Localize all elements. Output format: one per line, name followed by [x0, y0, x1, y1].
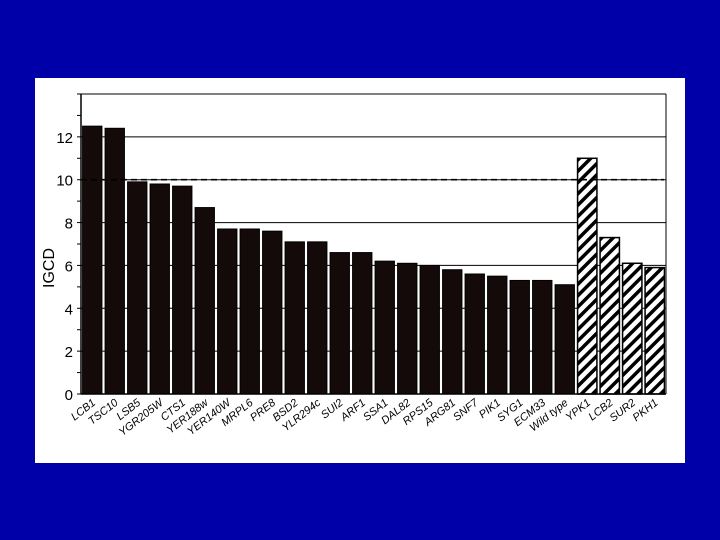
bar-pre8: [262, 230, 283, 395]
bar-bsd2: [284, 241, 305, 395]
y-tick-label: 12: [56, 130, 73, 147]
x-tick-label: PKH1: [631, 397, 661, 424]
chart-svg: 024681012LCB1TSC10LSB5YGR205WCTS1YER188w…: [41, 93, 667, 439]
axes: [77, 93, 667, 395]
bar-ecm33: [532, 279, 553, 395]
y-tick-label: 4: [65, 301, 73, 318]
bar-tsc10: [104, 127, 125, 395]
bar-lsb5: [127, 181, 148, 395]
y-tick-label: 8: [65, 216, 73, 233]
y-tick-label: 10: [56, 173, 73, 190]
bar-mrpl6: [239, 228, 260, 395]
bar-ygr205w: [149, 183, 170, 395]
bar-pik1: [487, 275, 508, 395]
chart-panel: 0 2 4 6 8 10 12 LCB1 TSC10 LSB5 YGR205W CTS1 YER188w…: [35, 78, 685, 463]
bar-lcb1: [82, 125, 103, 395]
bar-snf7: [464, 273, 485, 395]
bar-wild-type: [554, 284, 575, 395]
x-tick-label: YPK1: [564, 397, 594, 424]
y-tick-label: 6: [65, 258, 73, 275]
bar-sur2: [621, 262, 643, 395]
y-axis-title: IGCD: [41, 248, 58, 288]
bar-ylr294c: [307, 241, 328, 395]
bar-ssa1: [374, 260, 395, 395]
y-tick-label: 0: [65, 387, 73, 404]
bar-lcb2: [599, 236, 621, 395]
x-tick-label: SUR2: [608, 397, 639, 425]
y-tick-label: 2: [65, 344, 73, 361]
bar-pkh1: [644, 266, 666, 395]
bar-syg1: [509, 279, 530, 395]
bar-arf1: [352, 252, 373, 395]
bar-cts1: [172, 185, 193, 395]
x-tick-label: ARF1: [338, 397, 368, 424]
bar-rps15: [419, 264, 440, 395]
bar-sui2: [329, 252, 350, 395]
bar-yer140w: [217, 228, 238, 395]
bar-dal82: [397, 262, 418, 395]
bar-ypk1: [576, 157, 598, 395]
x-tick-label: SNF7: [451, 396, 481, 423]
bars: [82, 125, 666, 395]
bar-yer188w: [194, 207, 215, 395]
bar-arg81: [442, 269, 463, 395]
